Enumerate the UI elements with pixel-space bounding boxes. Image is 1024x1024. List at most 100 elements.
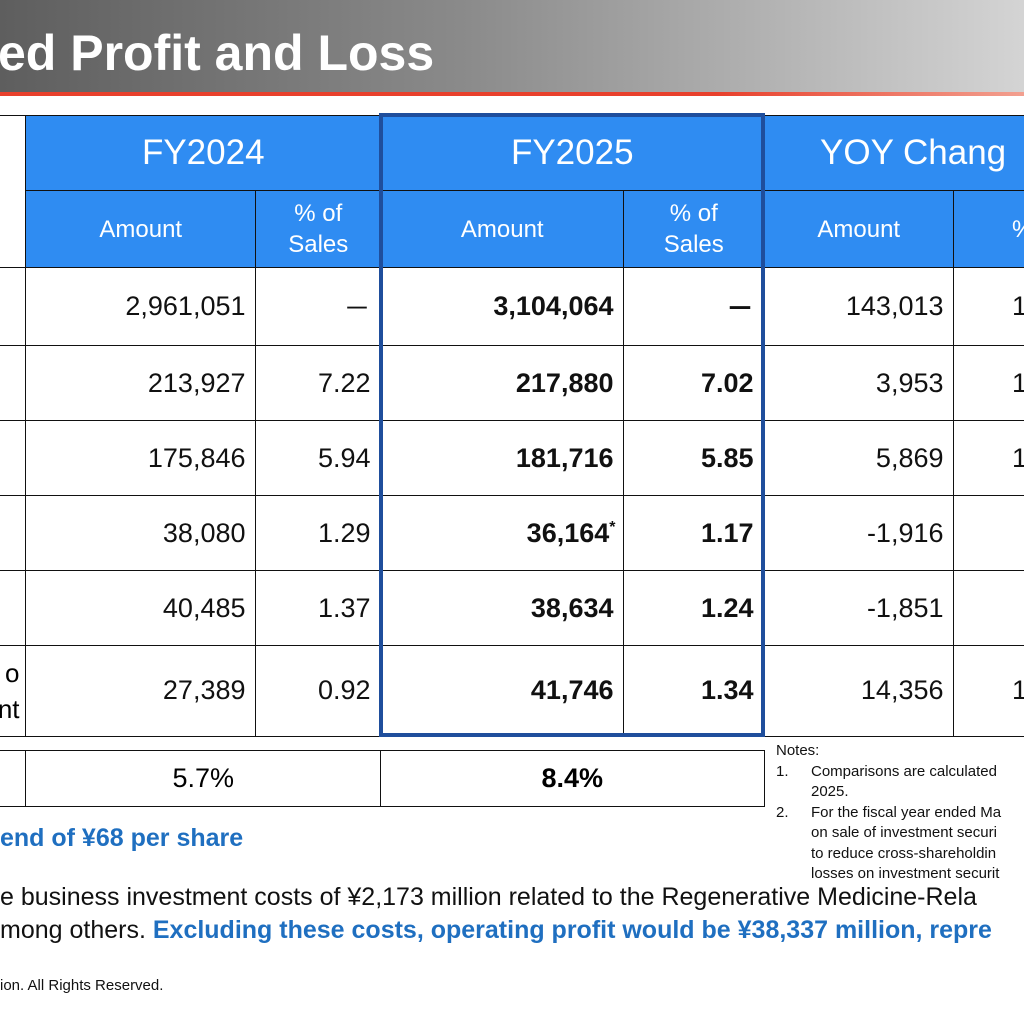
value-text: 1.17	[700, 517, 754, 548]
cell-value: 213,927	[148, 368, 256, 399]
table-cell: 2,961,051	[25, 267, 257, 347]
note-number: 1.	[776, 762, 789, 780]
cell-value: 7.02	[701, 368, 764, 399]
row-label	[0, 570, 27, 647]
value-text: －	[726, 294, 754, 325]
footnote-mark: *	[609, 518, 616, 536]
title-bar	[0, 0, 1024, 93]
table-cell: 213,927	[25, 345, 257, 422]
label-line: nt	[0, 693, 20, 724]
table-cell: 1	[953, 645, 1024, 737]
note-item: 1. Comparisons are calculated 2025.	[776, 762, 1001, 803]
cell-value: 217,880	[516, 368, 624, 399]
paragraph-line: e business investment costs of ¥2,173 mi…	[0, 883, 977, 911]
note-line: on sale of investment securi	[811, 824, 997, 841]
cell-value: 38,634	[531, 593, 624, 624]
value-text: 0.92	[317, 675, 371, 706]
value-text: 1.34	[700, 675, 754, 706]
value-text: 1.24	[700, 592, 754, 623]
row-label	[0, 495, 27, 572]
cell-value: －	[344, 287, 381, 326]
cell-value: 1.24	[701, 593, 764, 624]
cell-value: 1	[954, 368, 1024, 399]
value-text: 1	[1012, 442, 1024, 473]
cell-value: 7.22	[318, 368, 381, 399]
value-text: 38,080	[162, 517, 246, 548]
cell-value: 2,961,051	[125, 291, 255, 322]
value-text: 41,746	[530, 675, 614, 706]
subheader-label: Amount	[817, 215, 901, 243]
value-text: 27,389	[162, 675, 246, 706]
subheader-label: Amount	[460, 215, 544, 243]
table-cell: －	[255, 267, 382, 347]
title-underline	[0, 92, 1024, 96]
header-corner	[0, 115, 27, 269]
cell-value: 175,846	[148, 443, 256, 474]
group-label: YOY Chang	[820, 133, 1007, 173]
subheader: Amount	[25, 190, 257, 269]
note-text: Comparisons are calculated 2025.	[811, 762, 997, 803]
cell-value: 1.34	[701, 675, 764, 706]
value-text: -1,916	[866, 517, 944, 548]
table-cell: 7.02	[623, 345, 765, 422]
value-text: －	[343, 294, 371, 325]
cell-value: 181,716	[516, 443, 624, 474]
value-text: 38,634	[530, 592, 614, 623]
cell-value: 38,080	[163, 518, 256, 549]
cell-value: 3,953	[876, 368, 954, 399]
label-line: o	[5, 657, 20, 688]
note-text: For the fiscal year ended Ma on sale of i…	[811, 803, 1001, 885]
value-text: 213,927	[147, 367, 246, 398]
subheader-label: % of Sales	[663, 200, 724, 259]
cell-value: -1,851	[867, 593, 954, 624]
cell-value: 0.92	[318, 675, 381, 706]
value-text: 5,869	[875, 442, 944, 473]
table-cell: 14,356	[763, 645, 955, 737]
table-cell: 5.94	[255, 420, 382, 497]
cell-value: 1.29	[318, 518, 381, 549]
subheader: % of Sales	[623, 190, 765, 269]
cell-value: 3,104,064	[493, 291, 623, 322]
value-text: 1.29	[317, 517, 371, 548]
subheader-label: %	[954, 214, 1024, 245]
value-text: 1	[1012, 675, 1024, 706]
table-cell: 41,746	[380, 645, 625, 737]
table-cell: 1.37	[255, 570, 382, 647]
value-text: 36,164	[526, 517, 610, 548]
group-label: FY2024	[141, 133, 265, 173]
table-cell: 40,485	[25, 570, 257, 647]
value-text: 40,485	[162, 592, 246, 623]
value-text: 1	[1012, 291, 1024, 322]
row-label	[0, 420, 27, 497]
cell-value: 1.37	[318, 593, 381, 624]
subheader: Amount	[763, 190, 955, 269]
value-text: 2,961,051	[125, 291, 246, 322]
cell-value: 1	[954, 675, 1024, 706]
group-header: FY2025	[380, 115, 765, 192]
cell-value: 5.85	[701, 443, 764, 474]
table-cell	[953, 570, 1024, 647]
table-cell: 1	[953, 267, 1024, 347]
note-line: Comparisons are calculated	[811, 762, 997, 780]
cell-value: 143,013	[846, 291, 954, 322]
row-label	[0, 345, 27, 422]
value-text: 3,953	[875, 367, 944, 398]
group-header: FY2024	[25, 115, 382, 192]
note-line: to reduce cross-shareholdin	[811, 844, 997, 862]
value-text: 1.37	[317, 592, 371, 623]
table-cell: 27,389	[25, 645, 257, 737]
cell-value: 1	[954, 443, 1024, 474]
value-text: 5.85	[700, 442, 754, 473]
value-text: 1	[1012, 367, 1024, 398]
dividend-text: end of ¥68 per share	[0, 824, 244, 852]
table-cell	[953, 495, 1024, 572]
summary-value: 5.7%	[172, 762, 235, 793]
table-cell: 1	[953, 420, 1024, 497]
cell-value: 5.94	[318, 443, 381, 474]
summary-cell: 8.4%	[380, 750, 765, 807]
table-cell: 1	[953, 345, 1024, 422]
value-text: -1,851	[866, 592, 944, 623]
notes-title: Notes:	[776, 742, 820, 759]
table-cell: -1,851	[763, 570, 955, 647]
